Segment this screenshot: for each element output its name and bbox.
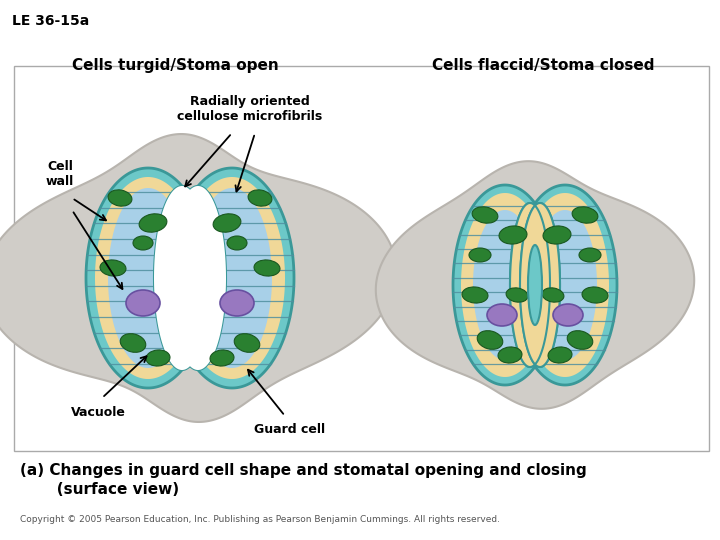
Polygon shape	[179, 177, 285, 379]
Polygon shape	[520, 203, 560, 367]
Text: (a) Changes in guard cell shape and stomatal opening and closing: (a) Changes in guard cell shape and stom…	[20, 463, 587, 478]
Ellipse shape	[543, 226, 571, 244]
Text: Guard cell: Guard cell	[254, 423, 325, 436]
Ellipse shape	[108, 190, 132, 206]
Polygon shape	[0, 134, 397, 422]
Polygon shape	[192, 188, 272, 368]
Polygon shape	[521, 193, 609, 377]
Polygon shape	[513, 185, 617, 385]
Polygon shape	[86, 168, 210, 388]
Text: (surface view): (surface view)	[20, 482, 179, 497]
Ellipse shape	[548, 347, 572, 363]
Polygon shape	[170, 186, 226, 370]
Ellipse shape	[542, 288, 564, 302]
Polygon shape	[461, 193, 549, 377]
Ellipse shape	[227, 236, 247, 250]
Ellipse shape	[572, 207, 598, 223]
Ellipse shape	[498, 347, 522, 363]
Ellipse shape	[213, 214, 241, 232]
Ellipse shape	[133, 236, 153, 250]
Polygon shape	[154, 186, 210, 370]
Ellipse shape	[506, 288, 528, 302]
Ellipse shape	[210, 350, 234, 366]
Polygon shape	[376, 161, 694, 409]
Polygon shape	[510, 203, 550, 367]
Ellipse shape	[254, 260, 280, 276]
Ellipse shape	[579, 248, 601, 262]
Bar	[14, 66, 709, 451]
Ellipse shape	[120, 334, 145, 352]
Ellipse shape	[469, 248, 491, 262]
Ellipse shape	[139, 214, 167, 232]
Text: Radially oriented
cellulose microfibrils: Radially oriented cellulose microfibrils	[177, 95, 323, 123]
Ellipse shape	[462, 287, 488, 303]
Ellipse shape	[126, 290, 160, 316]
Ellipse shape	[146, 350, 170, 366]
Ellipse shape	[487, 304, 517, 326]
Ellipse shape	[567, 330, 593, 349]
Polygon shape	[170, 168, 294, 388]
Polygon shape	[108, 188, 188, 368]
Ellipse shape	[582, 287, 608, 303]
Text: Cells flaccid/Stoma closed: Cells flaccid/Stoma closed	[432, 58, 654, 73]
Ellipse shape	[100, 260, 126, 276]
Ellipse shape	[472, 207, 498, 223]
Ellipse shape	[248, 190, 272, 206]
Ellipse shape	[220, 290, 254, 316]
Ellipse shape	[477, 330, 503, 349]
Ellipse shape	[528, 245, 542, 325]
Polygon shape	[473, 210, 537, 360]
Polygon shape	[510, 203, 550, 367]
Ellipse shape	[553, 304, 583, 326]
Polygon shape	[453, 185, 557, 385]
Ellipse shape	[234, 334, 260, 352]
Polygon shape	[520, 203, 560, 367]
Polygon shape	[95, 177, 201, 379]
Ellipse shape	[165, 200, 215, 355]
Ellipse shape	[499, 226, 527, 244]
Text: Copyright © 2005 Pearson Education, Inc. Publishing as Pearson Benjamin Cummings: Copyright © 2005 Pearson Education, Inc.…	[20, 515, 500, 524]
Text: LE 36-15a: LE 36-15a	[12, 14, 89, 28]
Polygon shape	[533, 210, 597, 360]
Text: Cell
wall: Cell wall	[46, 160, 74, 188]
Text: Vacuole: Vacuole	[71, 406, 125, 419]
Text: Cells turgid/Stoma open: Cells turgid/Stoma open	[71, 58, 279, 73]
